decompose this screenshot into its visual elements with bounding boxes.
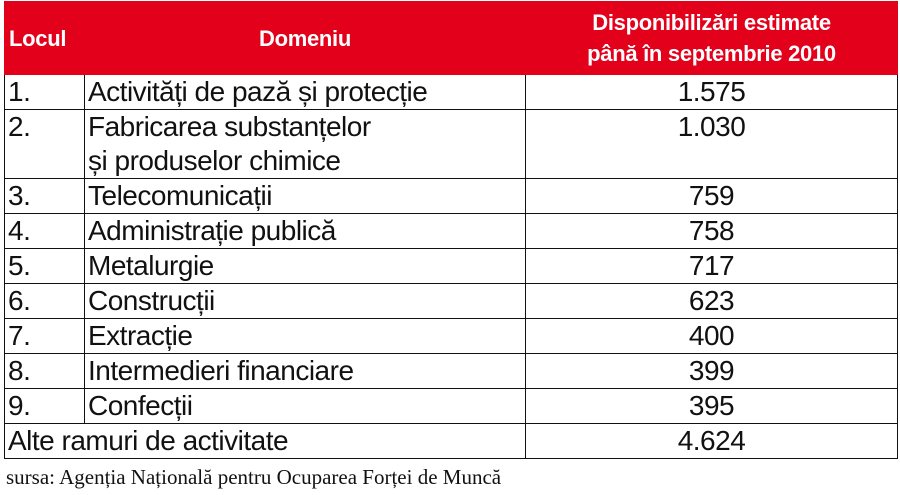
domain-cell: Extracție (84, 318, 526, 354)
domain-cell: Fabricarea substanțelor și produselor ch… (84, 109, 526, 179)
domain-cell: Administrație publică (84, 213, 526, 249)
domain-cell: Confecții (84, 388, 526, 424)
layoffs-table-container: Locul Domeniu Disponibilizări estimate p… (4, 1, 898, 459)
rank-cell: 7. (4, 318, 85, 354)
value-cell: 395 (525, 388, 898, 424)
value-cell: 400 (525, 318, 898, 354)
domain-cell: Activități de pază și protecție (84, 74, 526, 110)
table-row-other: Alte ramuri de activitate 4.624 (4, 423, 898, 459)
header-rank: Locul (4, 1, 85, 75)
value-cell: 759 (525, 178, 898, 214)
layoffs-table: Locul Domeniu Disponibilizări estimate p… (4, 1, 898, 459)
value-cell: 1.575 (525, 74, 898, 110)
table-header-row: Locul Domeniu Disponibilizări estimate p… (4, 1, 898, 75)
rank-cell: 3. (4, 178, 85, 214)
table-row: 3. Telecomunicații 759 (4, 178, 898, 214)
rank-cell: 8. (4, 353, 85, 389)
header-domain: Domeniu (84, 1, 526, 75)
header-estimate: Disponibilizări estimate până în septemb… (525, 1, 898, 75)
source-note: sursa: Agenția Națională pentru Ocuparea… (6, 465, 502, 489)
value-cell: 399 (525, 353, 898, 389)
domain-line2: și produselor chimice (88, 145, 341, 176)
table-row: 2. Fabricarea substanțelor și produselor… (4, 109, 898, 179)
table-row: 6. Construcții 623 (4, 283, 898, 319)
table-row: 7. Extracție 400 (4, 318, 898, 354)
domain-cell: Telecomunicații (84, 178, 526, 214)
table-row: 1. Activități de pază și protecție 1.575 (4, 74, 898, 110)
table-row: 4. Administrație publică 758 (4, 213, 898, 249)
table-row: 5. Metalurgie 717 (4, 248, 898, 284)
domain-cell: Intermedieri financiare (84, 353, 526, 389)
value-cell: 1.030 (525, 109, 898, 179)
rank-cell: 4. (4, 213, 85, 249)
table-row: 8. Intermedieri financiare 399 (4, 353, 898, 389)
header-estimate-line2: până în septembrie 2010 (587, 41, 836, 66)
header-estimate-line1: Disponibilizări estimate (592, 10, 831, 35)
other-label-cell: Alte ramuri de activitate (4, 423, 526, 459)
value-cell: 717 (525, 248, 898, 284)
other-value-cell: 4.624 (525, 423, 898, 459)
value-cell: 758 (525, 213, 898, 249)
rank-cell: 6. (4, 283, 85, 319)
rank-cell: 9. (4, 388, 85, 424)
domain-line1: Fabricarea substanțelor (88, 111, 371, 142)
table-row: 9. Confecții 395 (4, 388, 898, 424)
value-cell: 623 (525, 283, 898, 319)
rank-cell: 5. (4, 248, 85, 284)
domain-cell: Construcții (84, 283, 526, 319)
rank-cell: 2. (4, 109, 85, 179)
domain-cell: Metalurgie (84, 248, 526, 284)
rank-cell: 1. (4, 74, 85, 110)
